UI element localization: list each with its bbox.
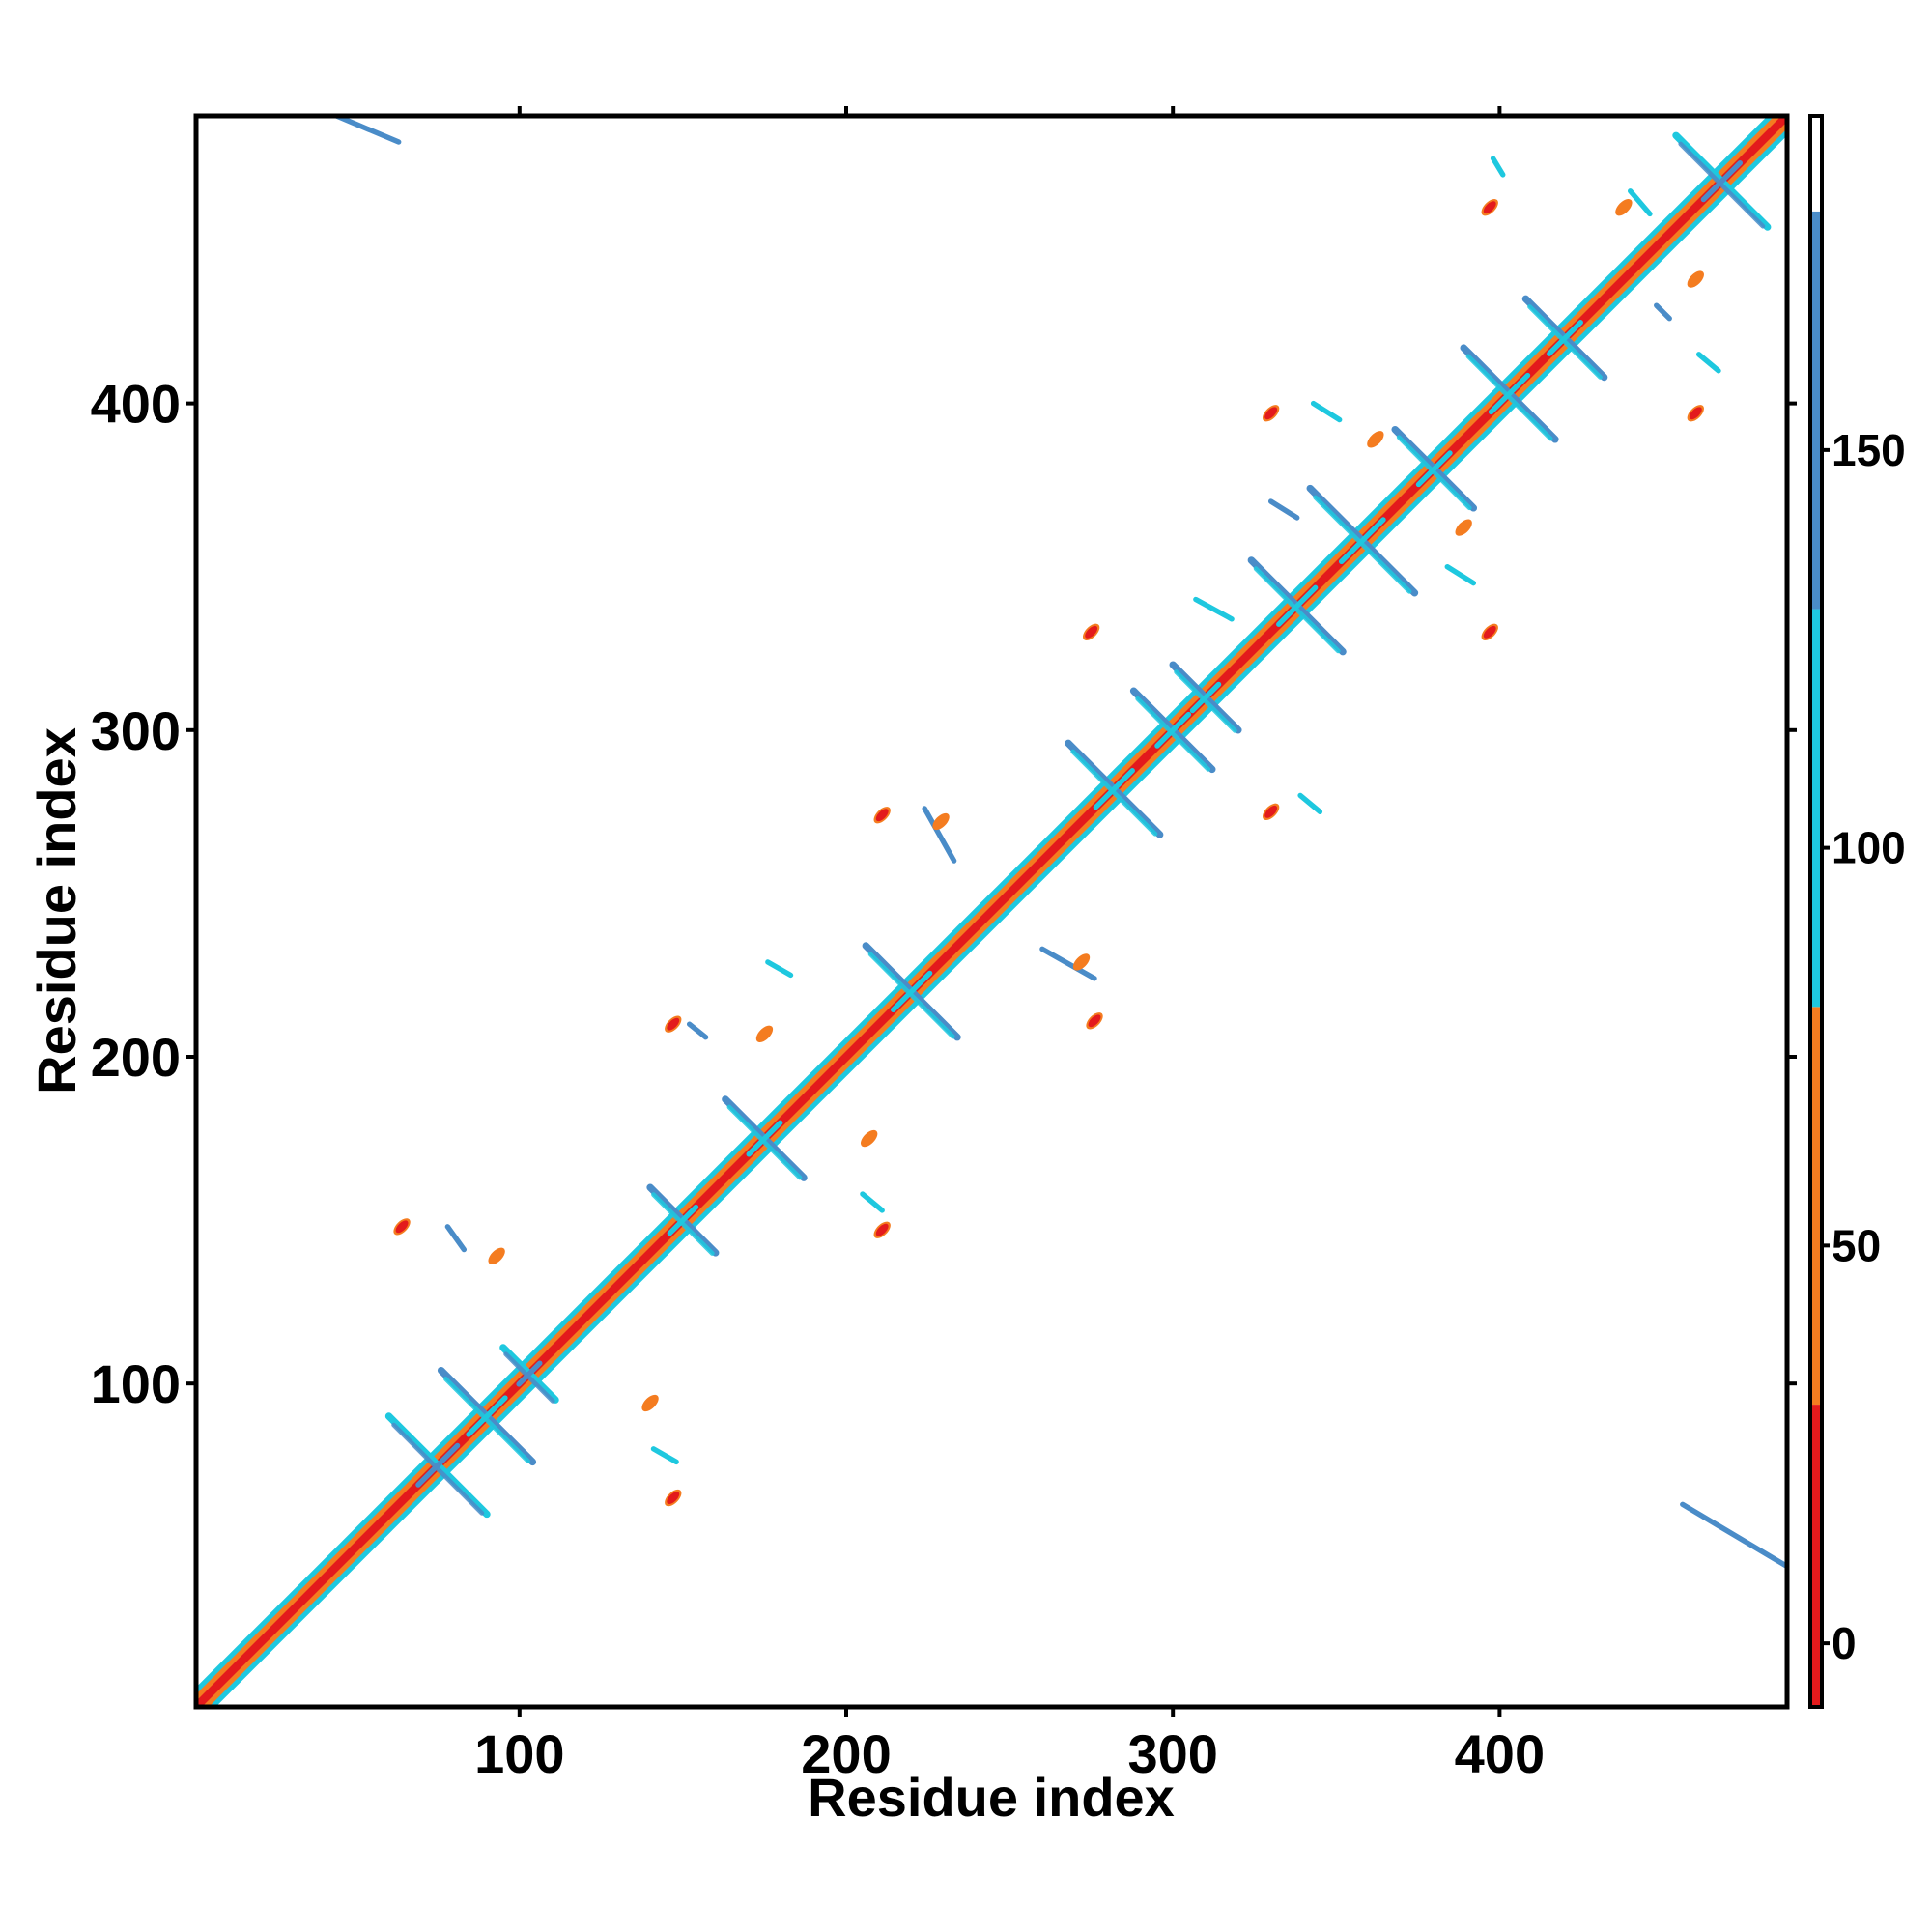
contact-blob [1075,955,1088,969]
contact-motif-center [1154,711,1192,749]
x-tick-label: 100 [474,1723,564,1784]
contact-motif-center [1093,768,1135,810]
contact-blob [1088,1014,1101,1028]
y-axis-title: Residue index [26,727,87,1094]
contact-strand [1297,792,1323,815]
colorbar-tick-label: 50 [1832,1220,1881,1270]
x-tick-label: 200 [801,1723,891,1784]
contact-motif-center [1488,372,1531,415]
colorbar-segment [1810,1007,1822,1406]
contact-blob [875,809,889,822]
colorbar-tick-label: 150 [1832,425,1906,475]
contact-motif-center [1276,584,1319,627]
contact-motif-arm [651,1192,715,1256]
colorbar-tick-label: 100 [1832,823,1906,873]
contact-motif-arm [1678,141,1766,229]
contact-motif-center [415,1442,461,1488]
contact-motif-center [516,1360,543,1387]
contact-motif-arm [867,952,955,1039]
contact-strand [686,1021,709,1040]
contact-motif-arm [443,1377,530,1463]
contact-strand [1490,156,1506,178]
contact-motif-center [1547,320,1583,356]
contact-motif-center [1189,681,1222,714]
x-axis-title: Residue index [808,1767,1175,1828]
contact-motif-arm [1070,749,1158,837]
colorbar-segment [1810,116,1822,212]
colorbar: 0 50 100 150 [1808,114,1906,1709]
contact-strand [922,806,957,864]
contact-blob [1689,407,1702,420]
contact-strand [1310,400,1343,423]
colorbar-segment [1810,609,1822,1008]
contact-strand [1267,498,1300,521]
contact-motif-arm [391,1422,485,1516]
contact-strand [765,959,794,979]
contact-strand [444,1224,468,1253]
contact-blob [1264,407,1278,420]
contact-motif-center [1415,450,1453,488]
contact-blob [1369,433,1382,446]
colorbar-segment [1810,211,1822,610]
x-tick-label: 300 [1127,1723,1217,1784]
contact-motif-arm [1396,435,1472,511]
heatmap-area [196,116,1787,1707]
contact-blob [1085,625,1098,639]
contact-motif-arm [1174,669,1237,733]
contact-blob [934,815,948,828]
contact-strand [1193,596,1235,622]
contact-strand [1039,946,1097,981]
contact-blob [875,1223,889,1236]
contact-blob [1483,625,1496,639]
contact-blob [667,1492,680,1504]
contact-blob [1483,201,1496,214]
colorbar-segment [1810,1405,1822,1707]
contact-motif-center [890,970,933,1013]
contact-strand [1627,188,1653,217]
contact-motif-center [466,1395,508,1437]
contact-blob [1457,521,1470,534]
colorbar-frame [1808,114,1824,1709]
contact-motif-arm [1465,354,1553,441]
contact-blob [863,1132,876,1145]
y-tick-label: 200 [91,1027,181,1088]
contact-strand [650,1446,679,1465]
contact-strand [860,1191,885,1213]
colorbar-tick-label: 0 [1832,1618,1857,1668]
contact-motif-arm [1313,495,1412,594]
contact-blob [667,1017,680,1031]
contact-motif-center [667,1204,699,1236]
contact-blob [1689,272,1702,286]
plot-frame [193,113,1790,1710]
contact-motif-arm [1253,566,1341,654]
contact-strand [1654,302,1672,322]
contact-blob [1617,201,1631,214]
contact-motif-center [1700,159,1744,203]
axes: 100 200 300 400 100 200 300 400 [91,106,1797,1784]
contact-blob [758,1027,771,1040]
contact-strand [1695,352,1721,374]
contact-strand [333,116,402,145]
y-tick-label: 300 [91,700,181,761]
contact-strand [1680,1501,1787,1570]
contact-blob [490,1249,503,1263]
contact-blob [1264,805,1278,818]
contact-motif-arm [1527,304,1603,380]
heatmap-cells [196,116,1787,1707]
contact-motif-arm [503,1351,555,1404]
contact-motif-arm [726,1104,803,1180]
contact-blob [643,1397,657,1409]
contact-motif-center [1338,517,1386,565]
contact-motif-center [746,1120,783,1157]
contact-blob [395,1220,409,1234]
y-tick-label: 100 [91,1353,181,1414]
x-tick-label: 400 [1455,1723,1545,1784]
contact-strand [1444,564,1477,586]
contact-motif-arm [1135,696,1211,772]
y-tick-label: 400 [91,374,181,435]
